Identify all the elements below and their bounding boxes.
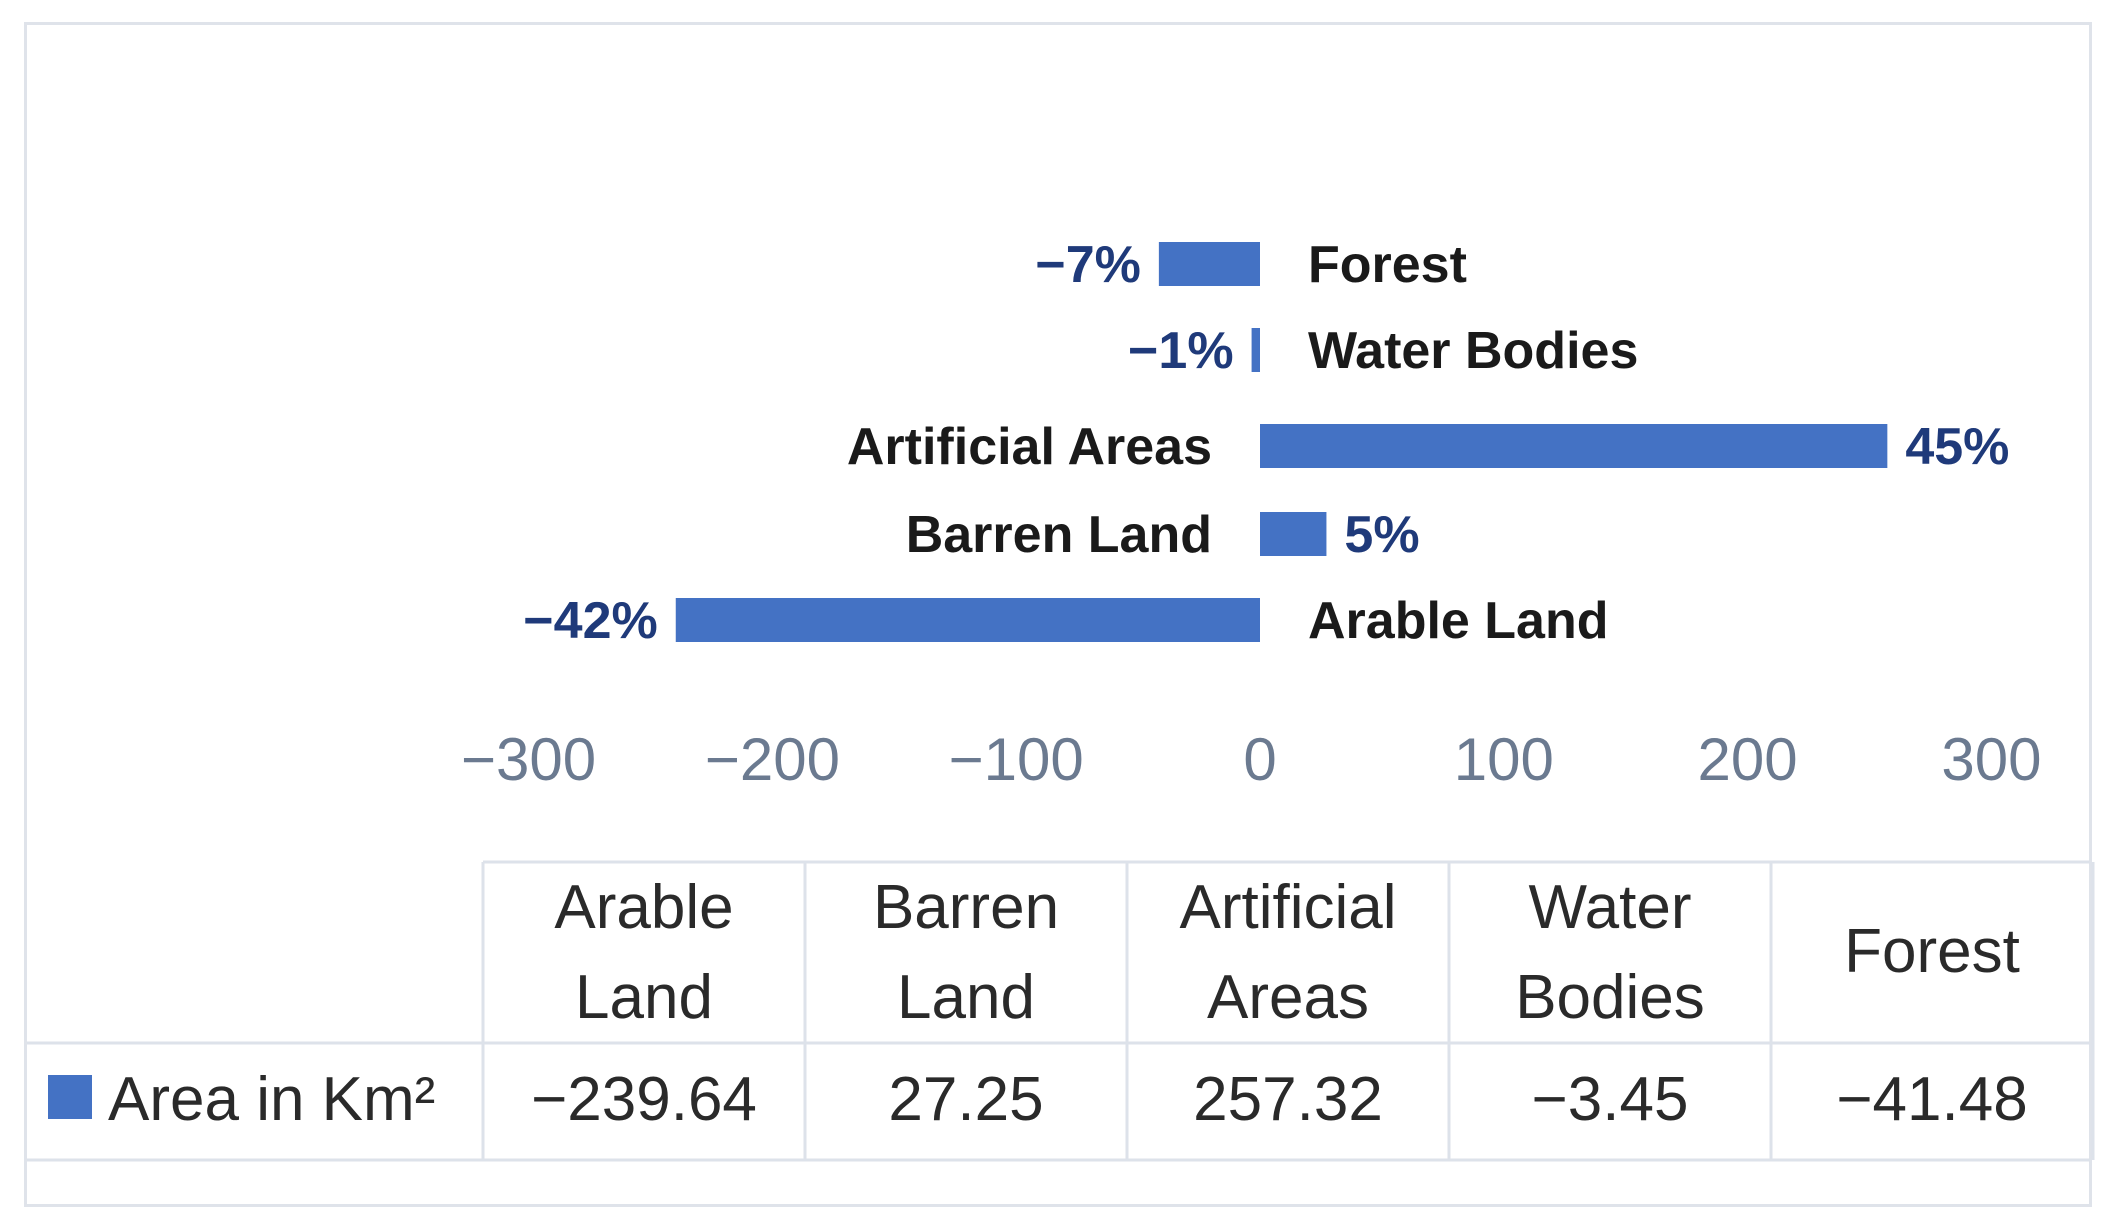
bar-water-bodies: [1251, 328, 1260, 372]
x-tick-label: 200: [1698, 726, 1798, 793]
table-header-arable-land-line1: Arable: [554, 873, 733, 942]
category-label-arable-land: Arable Land: [1308, 592, 1609, 650]
category-label-water-bodies: Water Bodies: [1308, 322, 1638, 380]
table-header-barren-land-line2: Land: [897, 963, 1035, 1032]
table-header-arable-land-line2: Land: [575, 963, 713, 1032]
category-label-artificial-areas: Artificial Areas: [847, 418, 1212, 476]
x-tick-label: −100: [949, 726, 1084, 793]
table-header-forest: Forest: [1844, 917, 2020, 986]
table-header-water-bodies-line1: Water: [1528, 873, 1691, 942]
table-header-barren-land-line1: Barren: [873, 873, 1059, 942]
x-tick-label: 0: [1243, 726, 1276, 793]
table-value-barren-land: 27.25: [888, 1065, 1043, 1134]
table-header-artificial-areas-line1: Artificial: [1179, 873, 1396, 942]
data-label-arable-land: −42%: [523, 592, 657, 650]
data-label-forest: −7%: [1035, 236, 1141, 294]
data-label-barren-land: 5%: [1344, 506, 1419, 564]
bar-barren-land: [1260, 512, 1327, 556]
category-label-barren-land: Barren Land: [906, 506, 1212, 564]
table-header-water-bodies-line2: Bodies: [1515, 963, 1705, 1032]
table-row-label: Area in Km²: [108, 1065, 435, 1134]
bar-artificial-areas: [1260, 424, 1888, 468]
legend-key-swatch: [48, 1075, 92, 1119]
x-tick-label: −200: [705, 726, 840, 793]
table-value-water-bodies: −3.45: [1532, 1065, 1689, 1134]
bar-forest: [1158, 242, 1260, 286]
category-label-forest: Forest: [1308, 236, 1467, 294]
data-label-artificial-areas: 45%: [1905, 418, 2009, 476]
x-tick-label: −300: [461, 726, 596, 793]
table-value-artificial-areas: 257.32: [1193, 1065, 1383, 1134]
table-value-arable-land: −239.64: [531, 1065, 757, 1134]
x-tick-label: 300: [1941, 726, 2041, 793]
data-label-water-bodies: −1%: [1128, 322, 1234, 380]
x-tick-label: 100: [1454, 726, 1554, 793]
table-header-artificial-areas-line2: Areas: [1207, 963, 1369, 1032]
table-value-forest: −41.48: [1836, 1065, 2027, 1134]
bar-arable-land: [675, 598, 1260, 642]
